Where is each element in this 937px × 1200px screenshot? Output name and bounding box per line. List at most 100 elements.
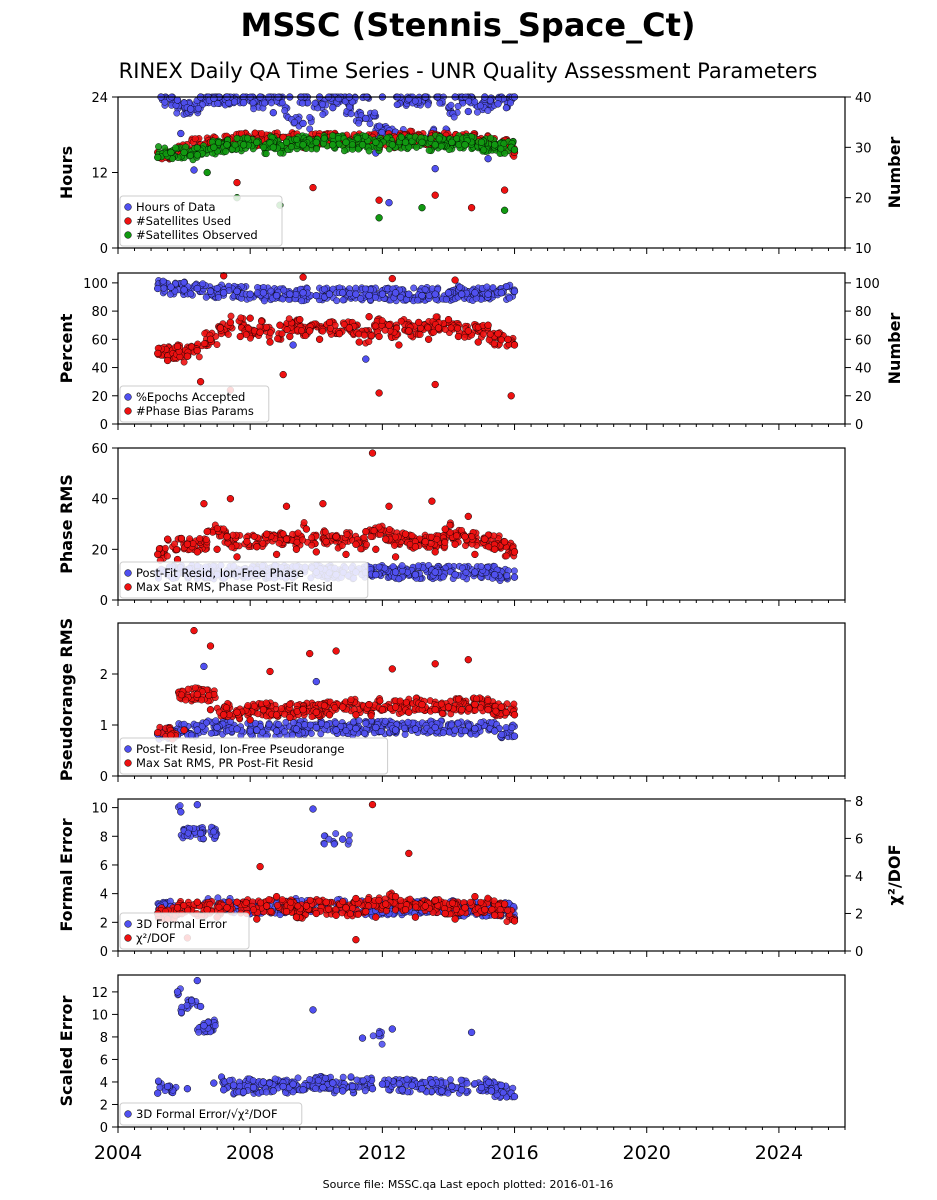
cloud-point — [503, 552, 510, 560]
cloud-point — [277, 705, 285, 712]
cloud-point — [274, 335, 281, 343]
cloud-point — [300, 519, 308, 526]
data-point — [299, 273, 307, 281]
cloud-point — [345, 837, 353, 845]
data-point — [484, 321, 492, 329]
data-point — [302, 525, 311, 533]
cloud-point — [502, 724, 510, 731]
data-point — [213, 723, 221, 732]
data-point — [415, 318, 423, 327]
data-point — [477, 138, 486, 146]
data-point — [464, 107, 472, 116]
data-point — [233, 287, 241, 295]
cloud-point — [432, 313, 440, 321]
y-axis-title-left: Percent — [57, 313, 76, 383]
data-point — [163, 356, 172, 365]
data-point — [339, 703, 347, 711]
cloud-point — [333, 297, 341, 305]
data-point — [444, 315, 453, 324]
legend-marker — [124, 759, 132, 767]
data-point — [378, 290, 387, 298]
cloud-point — [198, 696, 206, 704]
data-point — [372, 138, 380, 146]
cloud-point — [222, 704, 230, 712]
data-point — [365, 313, 373, 321]
cloud-point — [492, 707, 500, 715]
data-point — [471, 568, 479, 576]
data-point — [206, 706, 215, 714]
data-point — [269, 143, 277, 151]
data-point — [491, 545, 499, 553]
cloud-point — [456, 283, 464, 291]
data-point — [154, 550, 162, 559]
data-point — [163, 535, 172, 543]
data-point — [418, 700, 426, 709]
data-point — [365, 291, 373, 300]
data-point — [183, 540, 192, 548]
y-tick-label: 80 — [855, 305, 872, 320]
data-point — [431, 706, 439, 714]
cloud-point — [326, 324, 334, 332]
legend: %Epochs Accepted#Phase Bias Params — [119, 385, 270, 423]
cloud-point — [413, 143, 420, 151]
cloud-point — [354, 134, 362, 142]
data-point — [375, 196, 383, 204]
data-point — [332, 726, 340, 734]
data-point — [494, 330, 502, 338]
data-point — [431, 141, 439, 149]
cloud-point — [424, 101, 432, 109]
data-point — [226, 318, 235, 327]
cloud-point — [251, 129, 259, 137]
data-point — [434, 324, 443, 332]
data-point — [173, 96, 182, 104]
cloud-point — [237, 314, 245, 322]
cloud-point — [330, 840, 338, 848]
y-axis-title-right: Number — [885, 137, 904, 209]
cloud-point — [291, 118, 298, 126]
data-point — [266, 667, 274, 676]
cloud-point — [173, 546, 181, 553]
cloud-point — [414, 562, 422, 570]
y-tick-label: 40 — [855, 362, 872, 377]
data-point — [325, 711, 334, 719]
data-point — [368, 449, 377, 457]
y-tick-label: 10 — [855, 242, 872, 257]
cloud-point — [371, 293, 379, 301]
cloud-point — [317, 730, 325, 738]
x-axis — [117, 776, 846, 782]
cloud-point — [367, 332, 375, 340]
cloud-point — [286, 700, 294, 708]
cloud-point — [281, 107, 289, 115]
cloud-point — [347, 110, 355, 118]
data-point — [362, 355, 370, 363]
legend-marker — [124, 407, 132, 415]
data-point — [431, 660, 439, 668]
data-point — [167, 283, 175, 291]
data-point — [233, 708, 241, 716]
data-point — [286, 713, 294, 722]
data-point — [431, 191, 439, 199]
data-point — [458, 706, 466, 714]
cloud-point — [283, 326, 291, 334]
cloud-point — [343, 531, 351, 538]
cloud-point — [244, 702, 252, 709]
data-point — [220, 711, 228, 719]
cloud-point — [371, 109, 379, 117]
panel-2: 020406080100Percent020406080100Number%Ep… — [57, 272, 904, 433]
data-point — [388, 665, 396, 673]
cloud-point — [298, 327, 305, 334]
data-point — [332, 533, 340, 541]
cloud-point — [454, 719, 462, 727]
data-point — [196, 378, 205, 386]
data-point — [491, 571, 499, 579]
data-point — [401, 138, 410, 146]
data-point — [500, 538, 509, 546]
cloud-point — [360, 331, 368, 339]
data-point — [213, 545, 221, 553]
cloud-point — [213, 341, 221, 348]
y-tick-label: 20 — [855, 192, 872, 207]
data-point — [177, 129, 185, 138]
cloud-point — [438, 710, 446, 717]
